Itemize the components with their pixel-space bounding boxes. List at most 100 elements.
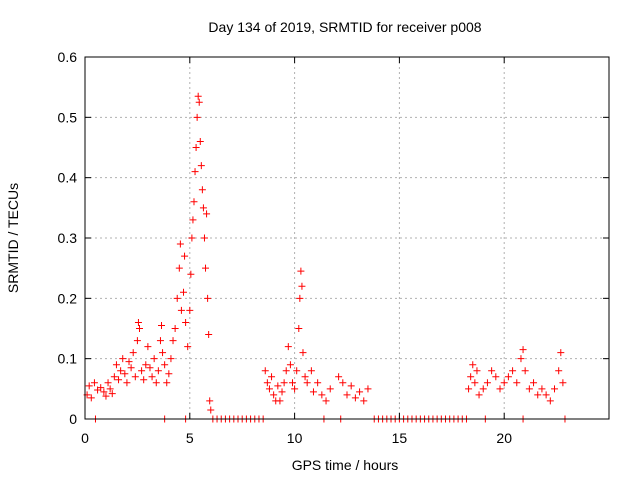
data-point bbox=[146, 364, 154, 372]
x-axis-label: GPS time / hours bbox=[292, 457, 399, 473]
data-points bbox=[83, 92, 569, 423]
data-point bbox=[198, 186, 206, 194]
data-point bbox=[297, 267, 305, 275]
data-point bbox=[175, 264, 183, 272]
data-point bbox=[106, 385, 114, 393]
data-point bbox=[347, 382, 355, 390]
data-point bbox=[190, 198, 198, 206]
data-point bbox=[194, 92, 202, 100]
data-point bbox=[140, 376, 148, 384]
data-point bbox=[133, 337, 141, 345]
chart-title: Day 134 of 2019, SRMTID for receiver p00… bbox=[208, 19, 481, 35]
data-point bbox=[307, 367, 315, 375]
y-tick-label: 0 bbox=[69, 411, 77, 427]
data-point bbox=[326, 385, 334, 393]
y-tick-label: 0.5 bbox=[58, 109, 78, 125]
axes: 0 0.1 0.2 0.3 0.4 0.5 0.6 0 5 10 15 20 bbox=[58, 49, 609, 446]
data-point bbox=[509, 367, 517, 375]
data-point bbox=[181, 252, 189, 260]
data-point bbox=[521, 367, 529, 375]
x-tick-label: 5 bbox=[186, 430, 194, 446]
data-point bbox=[102, 392, 110, 400]
data-point bbox=[186, 306, 194, 314]
data-point bbox=[152, 379, 160, 387]
data-point bbox=[538, 385, 546, 393]
data-point bbox=[309, 388, 317, 396]
data-point bbox=[555, 367, 563, 375]
data-point bbox=[492, 373, 500, 381]
data-point bbox=[196, 137, 204, 145]
data-point bbox=[293, 367, 301, 375]
data-point bbox=[483, 379, 491, 387]
data-point bbox=[129, 349, 137, 357]
data-point bbox=[204, 294, 212, 302]
data-point bbox=[156, 337, 164, 345]
y-tick-label: 0.3 bbox=[58, 230, 78, 246]
data-point bbox=[519, 346, 527, 354]
data-point bbox=[465, 385, 473, 393]
data-point bbox=[144, 343, 152, 351]
data-point bbox=[278, 388, 286, 396]
data-point bbox=[473, 367, 481, 375]
data-point bbox=[123, 379, 131, 387]
data-point bbox=[148, 373, 156, 381]
x-tick-label: 10 bbox=[287, 430, 303, 446]
y-tick-label: 0.6 bbox=[58, 49, 78, 65]
data-point bbox=[542, 391, 550, 399]
data-point bbox=[286, 361, 294, 369]
data-point bbox=[192, 144, 200, 151]
data-point bbox=[142, 361, 150, 369]
data-point bbox=[104, 379, 112, 387]
data-point bbox=[335, 373, 343, 381]
data-point bbox=[270, 391, 278, 399]
data-point bbox=[115, 376, 123, 384]
data-point bbox=[479, 385, 487, 393]
data-point bbox=[171, 325, 179, 332]
data-point bbox=[282, 367, 290, 375]
data-point bbox=[206, 397, 214, 405]
data-point bbox=[97, 384, 105, 392]
data-point bbox=[295, 325, 303, 332]
data-point bbox=[559, 379, 567, 387]
data-point bbox=[351, 394, 359, 402]
y-tick-label: 0.4 bbox=[58, 170, 78, 186]
data-point bbox=[165, 370, 173, 378]
data-point bbox=[199, 204, 207, 212]
data-point bbox=[108, 390, 116, 398]
data-point bbox=[314, 379, 322, 387]
data-point bbox=[274, 382, 282, 390]
data-point bbox=[469, 361, 477, 369]
plot-frame bbox=[84, 56, 610, 420]
data-point bbox=[360, 397, 368, 405]
data-point bbox=[177, 306, 185, 314]
data-point bbox=[200, 234, 208, 242]
data-point bbox=[180, 288, 188, 296]
data-point bbox=[530, 379, 538, 387]
data-point bbox=[195, 98, 203, 106]
data-point bbox=[280, 379, 288, 387]
data-point bbox=[138, 367, 146, 375]
data-point bbox=[161, 361, 169, 369]
data-point bbox=[134, 318, 142, 326]
data-point bbox=[471, 379, 479, 387]
data-point bbox=[159, 349, 167, 357]
data-point bbox=[301, 373, 309, 381]
data-point bbox=[513, 379, 521, 387]
data-point bbox=[176, 240, 184, 248]
data-point bbox=[534, 391, 542, 399]
data-point bbox=[173, 294, 181, 302]
data-point bbox=[276, 397, 284, 405]
data-point bbox=[303, 379, 311, 387]
data-point bbox=[119, 355, 127, 363]
data-point bbox=[488, 367, 496, 375]
data-point bbox=[284, 343, 292, 351]
data-point bbox=[517, 355, 525, 363]
data-point bbox=[121, 370, 129, 378]
data-point bbox=[163, 379, 171, 387]
y-tick-label: 0.2 bbox=[58, 290, 78, 306]
data-point bbox=[339, 379, 347, 387]
data-point bbox=[187, 270, 195, 278]
data-point bbox=[191, 168, 199, 176]
grid bbox=[85, 57, 609, 419]
data-point bbox=[193, 113, 201, 121]
